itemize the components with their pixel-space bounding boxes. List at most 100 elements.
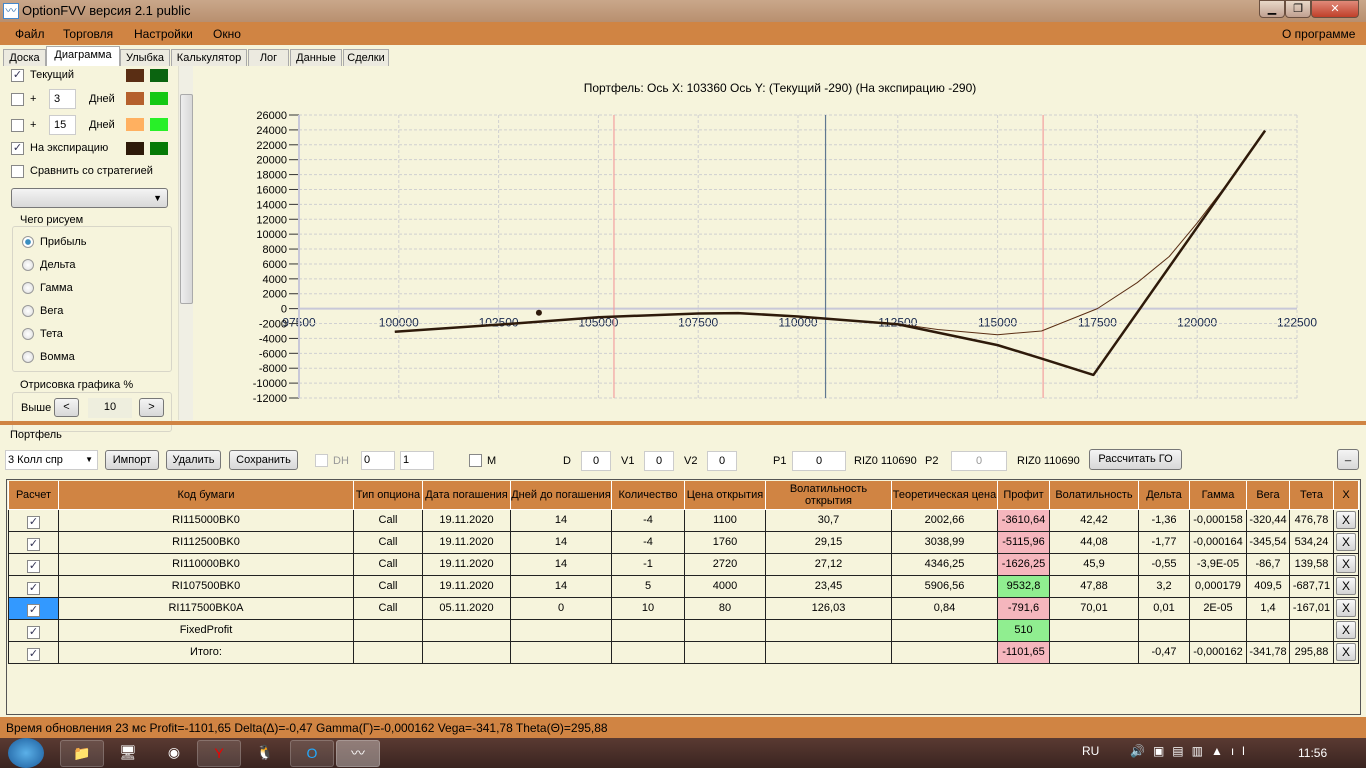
above-increase-button[interactable]: >	[139, 398, 164, 417]
close-button[interactable]: ✕	[1311, 0, 1359, 18]
calc-cell[interactable]: ✓	[8, 618, 59, 642]
plus3-color-1[interactable]	[126, 92, 144, 105]
plus15-days-input[interactable]: 15	[49, 115, 76, 135]
menu-about[interactable]: О программе	[1282, 27, 1356, 41]
tab-smile[interactable]: Улыбка	[120, 49, 170, 66]
app-icon[interactable]: 🐧	[256, 744, 274, 760]
optionfvv-icon[interactable]: 〰	[336, 740, 380, 767]
chrome-icon[interactable]: ◉	[167, 744, 181, 760]
scroll-thumb[interactable]	[180, 94, 193, 304]
column-header[interactable]: Дата погашения	[422, 481, 511, 510]
tab-board[interactable]: Доска	[3, 49, 46, 66]
delete-row-button[interactable]: X	[1336, 577, 1356, 595]
delete-row-button[interactable]: X	[1336, 621, 1356, 639]
tray-icons[interactable]: 🔊▣▤▥▲ıl	[1130, 744, 1253, 758]
radio-4[interactable]	[22, 328, 34, 340]
calc-checkbox[interactable]: ✓	[27, 625, 40, 639]
delete-row-button[interactable]: X	[1336, 643, 1356, 661]
calc-checkbox[interactable]: ✓	[27, 537, 40, 551]
radio-2[interactable]	[22, 282, 34, 294]
column-header[interactable]: Тета	[1289, 481, 1334, 510]
plus3-color-2[interactable]	[150, 92, 168, 105]
current-color-2[interactable]	[150, 69, 168, 82]
table-row[interactable]: ✓ RI110000BK0 Call 19.11.2020 14 -1 2720 27,12 4…	[8, 552, 1359, 576]
language-indicator[interactable]: RU	[1082, 744, 1100, 758]
menu-window[interactable]: Окно	[213, 27, 241, 41]
menu-file[interactable]: Файл	[15, 27, 45, 41]
plus15-checkbox[interactable]	[11, 119, 24, 132]
table-row[interactable]: ✓ RI115000BK0 Call 19.11.2020 14 -4 1100 30,7 20…	[8, 508, 1359, 532]
column-header[interactable]: Дельта	[1138, 481, 1190, 510]
plus15-color-2[interactable]	[150, 118, 168, 131]
opera-icon[interactable]: O	[290, 740, 334, 767]
above-decrease-button[interactable]: <	[54, 398, 79, 417]
v1-input[interactable]: 0	[644, 451, 674, 471]
above-value[interactable]: 10	[88, 398, 132, 418]
v2-input[interactable]: 0	[707, 451, 737, 471]
calc-go-button[interactable]: Рассчитать ГО	[1089, 449, 1182, 470]
calc-checkbox[interactable]: ✓	[27, 603, 40, 617]
calc-cell[interactable]: ✓	[8, 574, 59, 598]
tab-log[interactable]: Лог	[248, 49, 289, 66]
tab-data[interactable]: Данные	[290, 49, 342, 66]
yandex-icon[interactable]: Y	[197, 740, 241, 767]
strategy-dropdown[interactable]: ▼	[11, 188, 168, 208]
table-row[interactable]: ✓ Итого: -1101,65 -0,47 -0,000162 -341,78 295,…	[8, 640, 1359, 664]
calc-cell[interactable]: ✓	[8, 640, 59, 664]
menu-trade[interactable]: Торговля	[63, 27, 114, 41]
clock[interactable]: 11:56	[1298, 746, 1328, 760]
splitter[interactable]	[0, 421, 1366, 425]
radio-1[interactable]	[22, 259, 34, 271]
delete-button[interactable]: Удалить	[166, 450, 221, 470]
dh-checkbox[interactable]	[315, 454, 328, 467]
plus3-checkbox[interactable]	[11, 93, 24, 106]
expiry-color-1[interactable]	[126, 142, 144, 155]
calc-cell[interactable]: ✓	[8, 530, 59, 554]
table-row[interactable]: ✓ RI117500BK0A Call 05.11.2020 0 10 80 126,03 0,…	[8, 596, 1359, 620]
delete-row-button[interactable]: X	[1336, 511, 1356, 529]
tab-calculator[interactable]: Калькулятор	[171, 49, 247, 66]
table-row[interactable]: ✓ RI107500BK0 Call 19.11.2020 14 5 4000 23,45 59…	[8, 574, 1359, 598]
m-checkbox[interactable]	[469, 454, 482, 467]
current-color-1[interactable]	[126, 69, 144, 82]
column-header[interactable]: Код бумаги	[58, 481, 354, 510]
column-header[interactable]: Дней до погашения	[510, 481, 612, 510]
collapse-button[interactable]: _	[1337, 449, 1359, 470]
save-button[interactable]: Сохранить	[229, 450, 298, 470]
p2-input[interactable]: 0	[951, 451, 1007, 471]
current-checkbox[interactable]: ✓	[11, 69, 24, 82]
column-header[interactable]: Количество	[611, 481, 685, 510]
table-row[interactable]: ✓ RI112500BK0 Call 19.11.2020 14 -4 1760 29,15 3…	[8, 530, 1359, 554]
minimize-button[interactable]: ▁	[1259, 0, 1285, 18]
explorer-icon[interactable]: 📁	[60, 740, 104, 767]
calc-checkbox[interactable]: ✓	[27, 581, 40, 595]
calc-checkbox[interactable]: ✓	[27, 515, 40, 529]
plus15-color-1[interactable]	[126, 118, 144, 131]
radio-5[interactable]	[22, 351, 34, 363]
delete-row-button[interactable]: X	[1336, 533, 1356, 551]
spin2-input[interactable]: 1	[400, 451, 434, 470]
expiry-color-2[interactable]	[150, 142, 168, 155]
expiry-checkbox[interactable]: ✓	[11, 142, 24, 155]
delete-row-button[interactable]: X	[1336, 555, 1356, 573]
start-button[interactable]	[8, 738, 44, 768]
spin1-input[interactable]: 0	[361, 451, 395, 470]
d-input[interactable]: 0	[581, 451, 611, 471]
column-header[interactable]: Вега	[1246, 481, 1290, 510]
p1-input[interactable]: 0	[792, 451, 846, 471]
column-header[interactable]: Теоретическая цена	[891, 481, 998, 510]
calc-cell[interactable]: ✓	[8, 552, 59, 576]
calc-cell[interactable]: ✓	[8, 596, 59, 620]
calc-checkbox[interactable]: ✓	[27, 647, 40, 661]
maximize-button[interactable]: ❐	[1285, 0, 1311, 18]
tab-diagram[interactable]: Диаграмма	[46, 46, 120, 66]
delete-row-button[interactable]: X	[1336, 599, 1356, 617]
column-header[interactable]: Волатильность	[1049, 481, 1139, 510]
radio-3[interactable]	[22, 305, 34, 317]
compare-checkbox[interactable]	[11, 165, 24, 178]
network-icon[interactable]: 🖥	[119, 744, 137, 760]
calc-cell[interactable]: ✓	[8, 508, 59, 532]
calc-checkbox[interactable]: ✓	[27, 559, 40, 573]
column-header[interactable]: Тип опциона	[353, 481, 423, 510]
plus3-days-input[interactable]: 3	[49, 89, 76, 109]
